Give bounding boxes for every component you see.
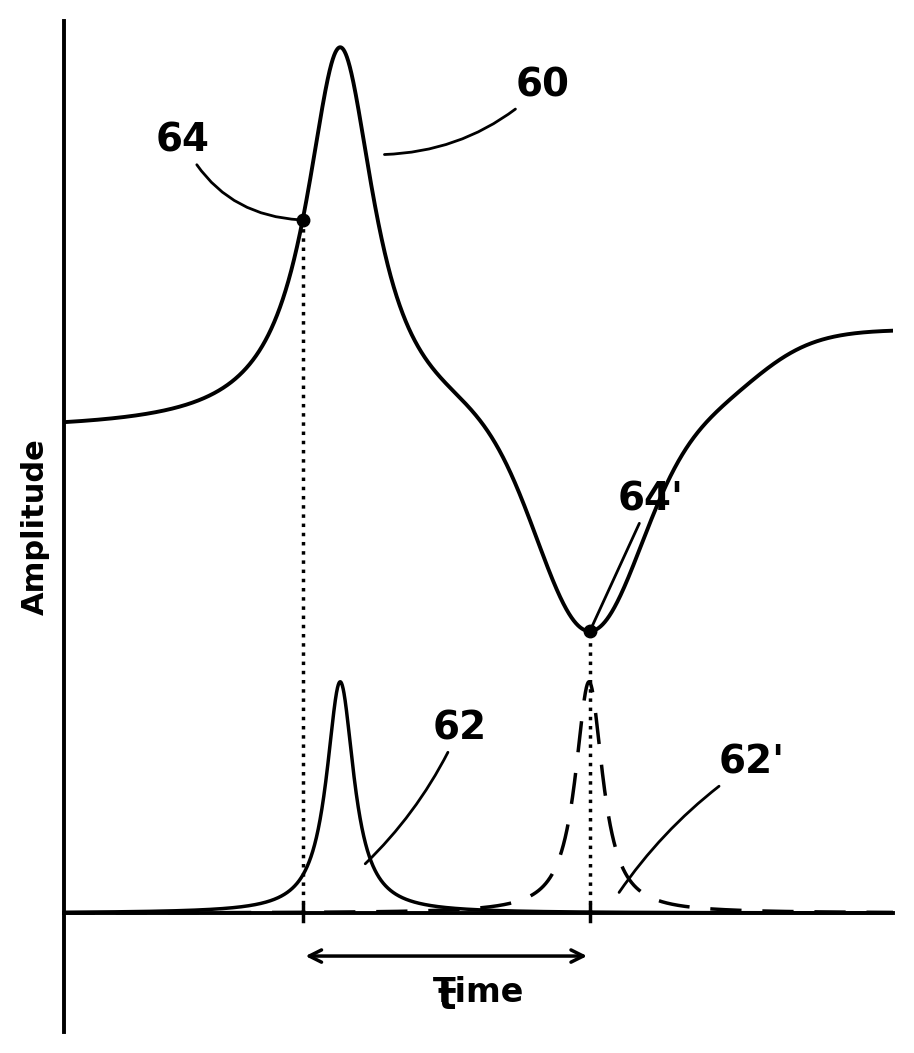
Text: 64: 64	[156, 122, 300, 220]
Text: 62: 62	[366, 709, 486, 863]
Text: 64': 64'	[591, 480, 684, 629]
Text: t: t	[437, 979, 455, 1017]
Y-axis label: Amplitude: Amplitude	[21, 438, 50, 615]
Text: 62': 62'	[619, 743, 785, 893]
X-axis label: Time: Time	[432, 975, 524, 1009]
Text: 60: 60	[385, 66, 569, 155]
